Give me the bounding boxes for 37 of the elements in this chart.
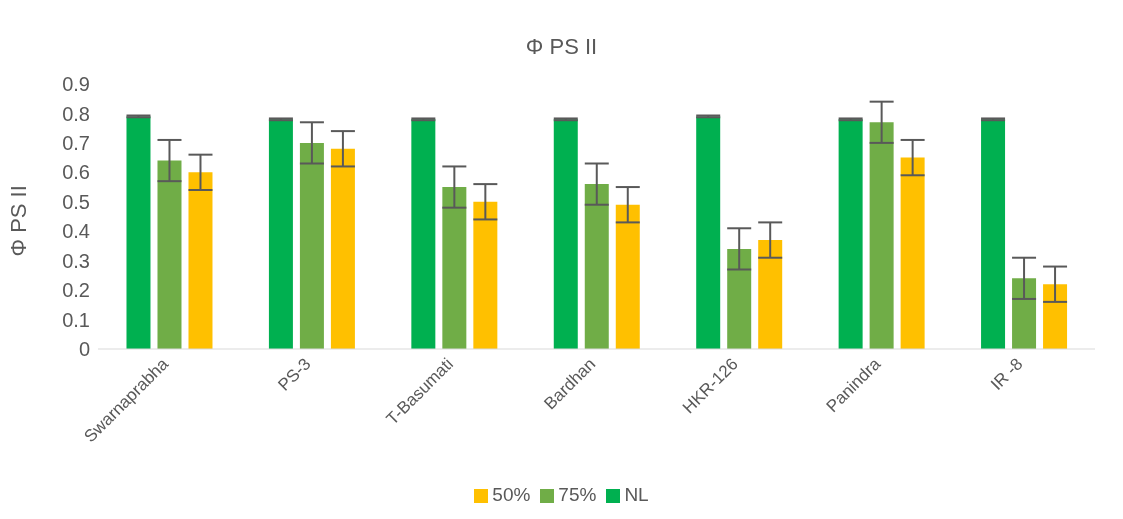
y-tick-label: 0.7 (62, 131, 90, 154)
bar (299, 142, 324, 349)
bar (126, 116, 151, 349)
bar (838, 119, 863, 349)
bar (268, 119, 293, 349)
bar (981, 119, 1006, 349)
bar (1012, 278, 1037, 349)
legend-label: 50% (492, 484, 531, 505)
bar (584, 184, 609, 349)
bar (473, 201, 498, 349)
bar (696, 116, 721, 349)
y-tick-label: 0 (78, 338, 90, 361)
chart-title: Φ PS II (524, 33, 599, 61)
y-tick-label: 0.1 (62, 308, 90, 331)
bar (727, 248, 752, 349)
bar (1043, 284, 1068, 349)
legend-label: 75% (558, 484, 597, 505)
bar (157, 160, 182, 349)
bar (411, 119, 436, 349)
bar (615, 204, 640, 349)
bar (553, 119, 578, 349)
bar (442, 187, 467, 349)
y-tick-label: 0.5 (62, 190, 90, 213)
y-tick-label: 0.4 (62, 220, 90, 243)
legend-label: NL (624, 484, 649, 505)
y-tick-label: 0.8 (62, 102, 90, 125)
bar (758, 240, 783, 349)
y-tick-label: 0.2 (62, 279, 90, 302)
bar (869, 122, 894, 349)
y-axis-title: Φ PS II (5, 185, 31, 257)
x-tick-label: IR -8 (987, 354, 1027, 394)
y-tick-label: 0.9 (62, 73, 90, 96)
bar (900, 157, 925, 349)
bar (188, 172, 213, 349)
bar (330, 148, 355, 349)
y-tick-label: 0.3 (62, 249, 90, 272)
y-tick-label: 0.6 (62, 161, 90, 184)
